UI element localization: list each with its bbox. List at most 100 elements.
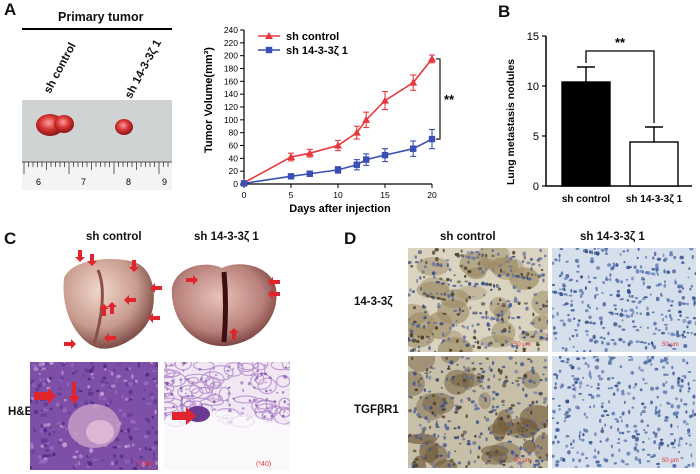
- arrow-marker: [87, 254, 97, 266]
- column-label-control: sh control: [440, 231, 496, 243]
- significance-bracket: [436, 58, 441, 140]
- arrow-marker: [172, 407, 196, 425]
- data-point: [334, 166, 342, 174]
- column-label-knockdown: sh 14-3-3ζ 1: [580, 231, 645, 243]
- ruler-number: 7: [81, 177, 86, 187]
- tumor-control-2: [54, 115, 74, 133]
- data-point: [381, 151, 389, 159]
- series-line: [243, 58, 433, 184]
- lung-photo-knockdown: [166, 248, 282, 356]
- arrow-marker: [229, 328, 239, 340]
- y-tick-label: 180: [224, 64, 238, 74]
- significance-label: **: [444, 92, 455, 107]
- data-point: [353, 161, 360, 168]
- panel-letter-b: B: [498, 2, 511, 21]
- data-point: [352, 128, 361, 136]
- tumor-volume-chart: Tumor Volume(mm³) Days after injection 0…: [203, 25, 455, 215]
- data-point: [334, 141, 342, 149]
- x-tick-label: 20: [427, 190, 437, 200]
- group-label-knockdown: sh 14-3-3ζ 1: [123, 37, 164, 101]
- he-image-control: (*40): [30, 362, 158, 470]
- y-tick-label: 0: [233, 179, 238, 189]
- title-underline: [22, 28, 172, 30]
- data-point: [428, 135, 436, 143]
- y-tick-label: 40: [229, 153, 239, 163]
- y-tick-label: 100: [224, 115, 238, 125]
- y-tick-label: 160: [224, 76, 238, 86]
- legend-entry: sh control: [286, 31, 339, 43]
- data-point: [287, 153, 295, 161]
- scale-bar-label: 50 μm: [662, 458, 679, 464]
- y-tick-label: 240: [224, 25, 238, 35]
- data-point: [363, 156, 370, 163]
- scale-bar-label: 50 μm: [514, 342, 531, 348]
- x-tick-label: 5: [289, 190, 294, 200]
- arrow-marker: [64, 339, 76, 349]
- data-point: [428, 54, 436, 62]
- row-label-tgfbr1: TGFβR1: [354, 404, 399, 416]
- he-image-knockdown: (*40): [164, 362, 290, 470]
- x-tick-label: 15: [380, 190, 390, 200]
- row-label-14-3-3z: 14-3-3ζ: [354, 296, 393, 308]
- arrow-marker: [150, 283, 162, 293]
- ihc-14-3-3z-control: 50 μm: [408, 248, 548, 352]
- arrow-marker: [148, 313, 160, 323]
- data-point: [240, 180, 248, 187]
- lung-photo-control: [54, 248, 162, 356]
- arrow-marker: [107, 302, 117, 314]
- data-point: [306, 170, 313, 177]
- category-label: sh 14-3-3ζ 1: [626, 194, 683, 205]
- ihc-14-3-3z-knockdown: 50 μm: [552, 248, 696, 352]
- y-tick-label: 200: [224, 51, 238, 61]
- panel-letter-d: D: [344, 229, 357, 248]
- magnification-label: (*40): [138, 461, 153, 468]
- ruler-number: 8: [126, 177, 131, 187]
- arrow-marker: [268, 289, 280, 299]
- data-point: [409, 78, 418, 86]
- x-tick-label: 0: [242, 190, 247, 200]
- ihc-drawing: 50 μm: [552, 356, 696, 468]
- bar: [629, 141, 679, 187]
- column-label-control: sh control: [86, 231, 142, 243]
- lung-control-drawing: [63, 250, 162, 349]
- row-label-he: H&E: [8, 406, 33, 418]
- data-point: [305, 149, 314, 157]
- arrow-marker: [186, 275, 198, 285]
- legend-entry: sh 14-3-3ζ 1: [286, 45, 348, 57]
- lung-knockdown-drawing: [171, 264, 280, 347]
- ihc-tgfbr1-knockdown: 50 μm: [552, 356, 696, 468]
- ihc-drawing: 50 μm: [408, 356, 548, 468]
- scale-bar-label: 50 μm: [514, 458, 531, 464]
- arrow-marker: [34, 388, 56, 404]
- significance-bracket: [585, 50, 655, 123]
- magnification-label: (*40): [256, 461, 271, 468]
- y-tick-label: 140: [224, 89, 238, 99]
- arrow-marker: [75, 250, 85, 262]
- category-label: sh control: [562, 194, 611, 205]
- he-control-drawing: (*40): [30, 362, 158, 470]
- metastasis-bar-chart: Lung metastasis nodules 0 5 10 15 sh contro…: [505, 31, 692, 205]
- x-tick-label: 10: [333, 190, 343, 200]
- tumor-photo: 6 7 8 9: [22, 100, 172, 190]
- scale-bar-label: 50 μm: [662, 342, 679, 348]
- he-knockdown-drawing: (*40): [164, 362, 290, 470]
- primary-tumor-title: Primary tumor: [58, 10, 144, 24]
- y-tick-label: 120: [224, 102, 238, 112]
- group-label-control: sh control: [42, 40, 79, 96]
- significance-label: **: [615, 35, 626, 50]
- x-axis-label: Days after injection: [289, 203, 391, 215]
- data-point: [410, 145, 417, 152]
- bar: [561, 81, 611, 187]
- column-label-knockdown: sh 14-3-3ζ 1: [194, 231, 259, 243]
- y-tick-label: 20: [229, 166, 239, 176]
- y-tick-label: 60: [229, 141, 239, 151]
- y-tick-label: 80: [229, 128, 239, 138]
- y-axis-label: Tumor Volume(mm³): [203, 47, 215, 153]
- ihc-drawing: 50 μm: [408, 248, 548, 352]
- arrow-marker: [104, 333, 116, 343]
- arrow-marker: [268, 277, 280, 287]
- ruler-number: 9: [162, 177, 167, 187]
- arrow-marker: [124, 295, 136, 305]
- arrow-marker: [99, 304, 109, 316]
- y-tick-label: 220: [224, 38, 238, 48]
